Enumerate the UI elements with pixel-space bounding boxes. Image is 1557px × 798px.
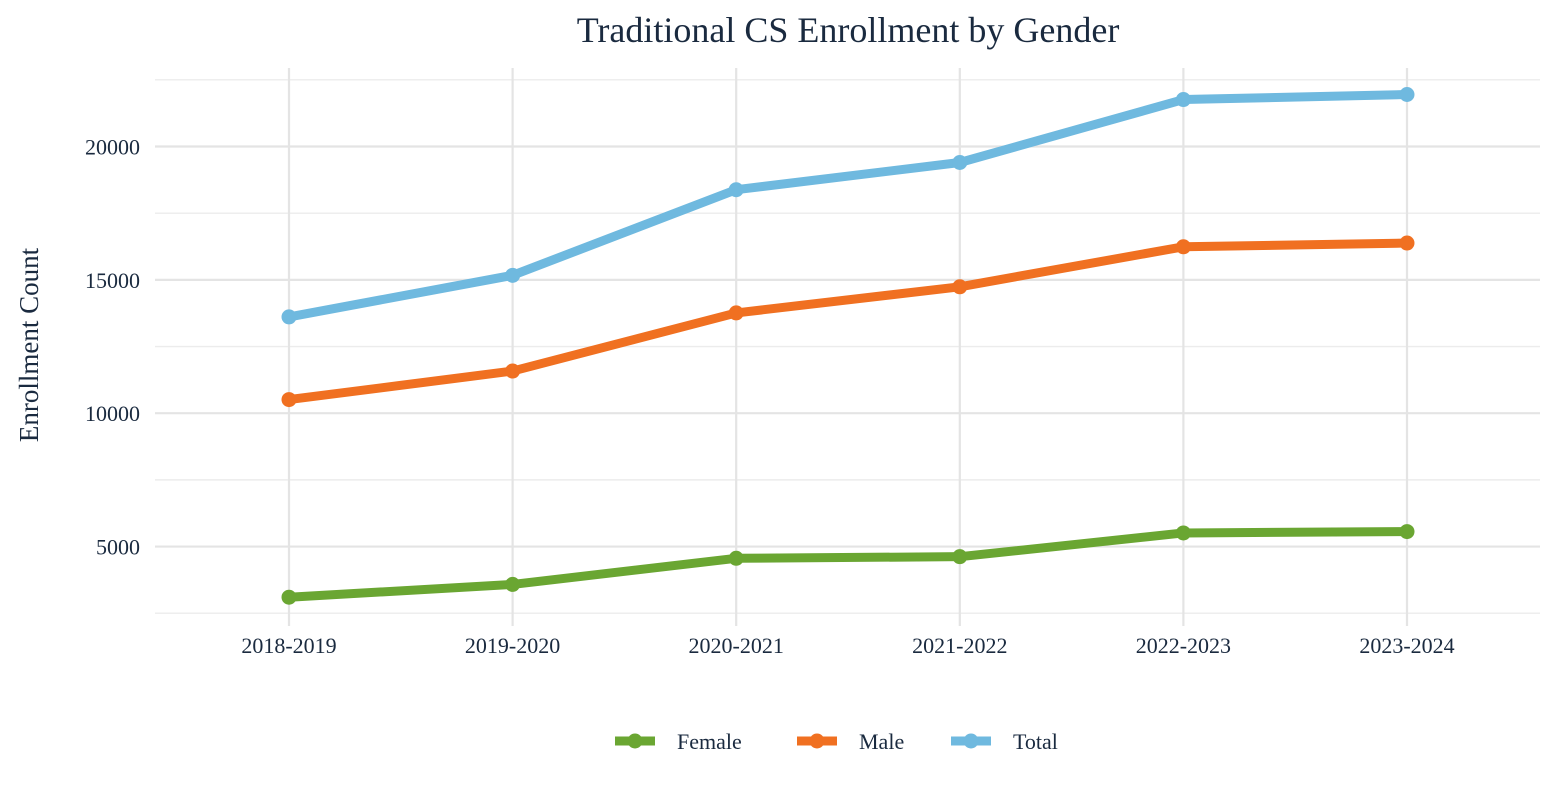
y-tick-label: 5000	[96, 535, 140, 560]
data-point-female	[728, 550, 744, 566]
data-point-female	[505, 576, 521, 592]
legend-key-point-male	[809, 733, 825, 749]
x-tick-label: 2023-2024	[1359, 633, 1454, 658]
data-point-male	[728, 305, 744, 321]
legend-key-point-female	[627, 733, 643, 749]
data-point-total	[1175, 92, 1191, 108]
series-line-total	[288, 89, 1408, 322]
data-point-male	[1175, 239, 1191, 255]
legend-label-total: Total	[1013, 729, 1058, 754]
x-tick-label: 2022-2023	[1136, 633, 1231, 658]
y-axis-ticks: 5000 10000 15000 20000	[85, 135, 140, 560]
data-point-total	[505, 267, 521, 283]
legend-label-male: Male	[859, 729, 904, 754]
x-tick-label: 2021-2022	[912, 633, 1007, 658]
x-tick-label: 2019-2020	[465, 633, 560, 658]
data-point-female	[1175, 525, 1191, 541]
series-line-female	[288, 527, 1408, 602]
chart-title: Traditional CS Enrollment by Gender	[577, 10, 1120, 50]
data-point-female	[1399, 524, 1415, 540]
y-tick-label: 10000	[85, 401, 140, 426]
data-point-total	[952, 155, 968, 171]
data-point-total	[1399, 86, 1415, 102]
data-point-female	[281, 589, 297, 605]
data-point-male	[1399, 235, 1415, 251]
x-tick-label: 2020-2021	[689, 633, 784, 658]
series-line-male	[288, 238, 1408, 405]
y-tick-label: 15000	[85, 268, 140, 293]
data-point-female	[952, 549, 968, 565]
data-point-total	[728, 182, 744, 198]
legend: Female Male Total	[615, 729, 1058, 754]
x-axis-ticks: 2018-2019 2019-2020 2020-2021 2021-2022 2022…	[241, 633, 1454, 658]
grid-lines	[155, 68, 1540, 626]
x-tick-label: 2018-2019	[241, 633, 336, 658]
series-group	[281, 86, 1415, 605]
legend-label-female: Female	[677, 729, 742, 754]
y-tick-label: 20000	[85, 135, 140, 160]
data-point-total	[281, 309, 297, 325]
data-point-male	[281, 392, 297, 408]
data-point-male	[505, 363, 521, 379]
legend-key-point-total	[963, 733, 979, 749]
data-point-male	[952, 279, 968, 295]
y-axis-label: Enrollment Count	[14, 247, 44, 442]
